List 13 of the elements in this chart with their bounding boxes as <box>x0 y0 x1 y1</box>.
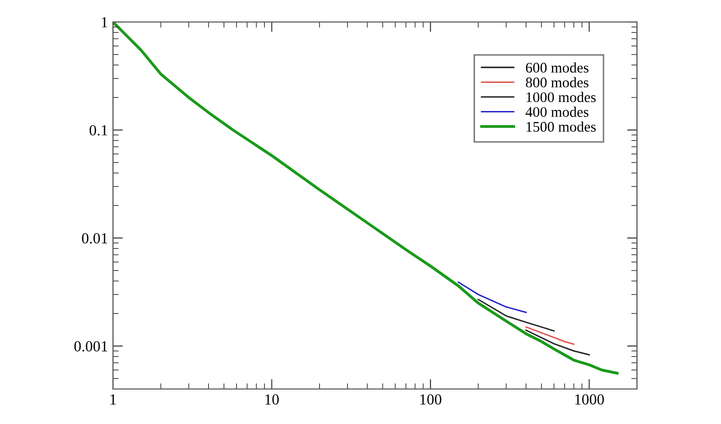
x-tick-label: 100 <box>420 394 442 405</box>
y-tick-label: 0.01 <box>82 233 108 244</box>
x-tick-label: 1 <box>110 394 116 404</box>
x-tick-label: 10 <box>265 394 279 405</box>
legend-label: 1000 modes <box>526 92 596 102</box>
y-tick-label: 0.1 <box>90 125 108 136</box>
legend-label: 800 modes <box>526 77 588 88</box>
legend-label: 400 modes <box>526 106 588 117</box>
legend-label: 600 modes <box>526 62 588 73</box>
x-tick-label: 1000 <box>575 394 604 405</box>
y-tick-label: 0.001 <box>74 341 108 352</box>
y-tick-label: 1 <box>102 17 108 28</box>
legend-label: 1500 modes <box>526 121 596 132</box>
